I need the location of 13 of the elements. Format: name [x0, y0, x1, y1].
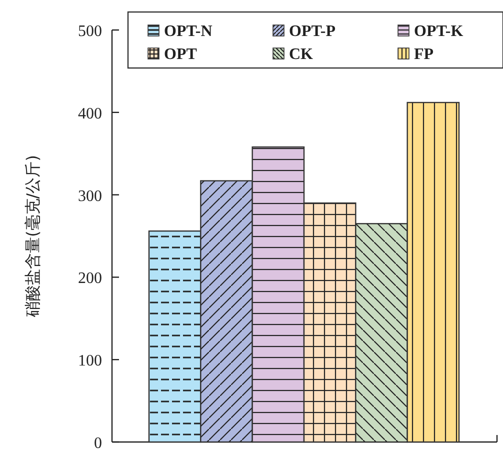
y-tick-label: 100: [78, 352, 102, 370]
y-tick-label: 500: [78, 23, 102, 40]
y-tick-label: 0: [94, 435, 102, 452]
y-tick-label: 300: [78, 188, 102, 205]
y-axis-title: 硝酸盐含量(毫克/公斤): [23, 155, 42, 318]
y-tick-label: 200: [78, 270, 102, 288]
legend-label: OPT: [164, 46, 198, 63]
legend-label: OPT-P: [289, 23, 336, 40]
y-tick-label: 400: [78, 105, 102, 122]
legend-label: OPT-N: [164, 23, 213, 40]
legend-label: FP: [414, 46, 434, 63]
legend-label: OPT-K: [414, 23, 464, 40]
legend-label: CK: [289, 46, 314, 63]
